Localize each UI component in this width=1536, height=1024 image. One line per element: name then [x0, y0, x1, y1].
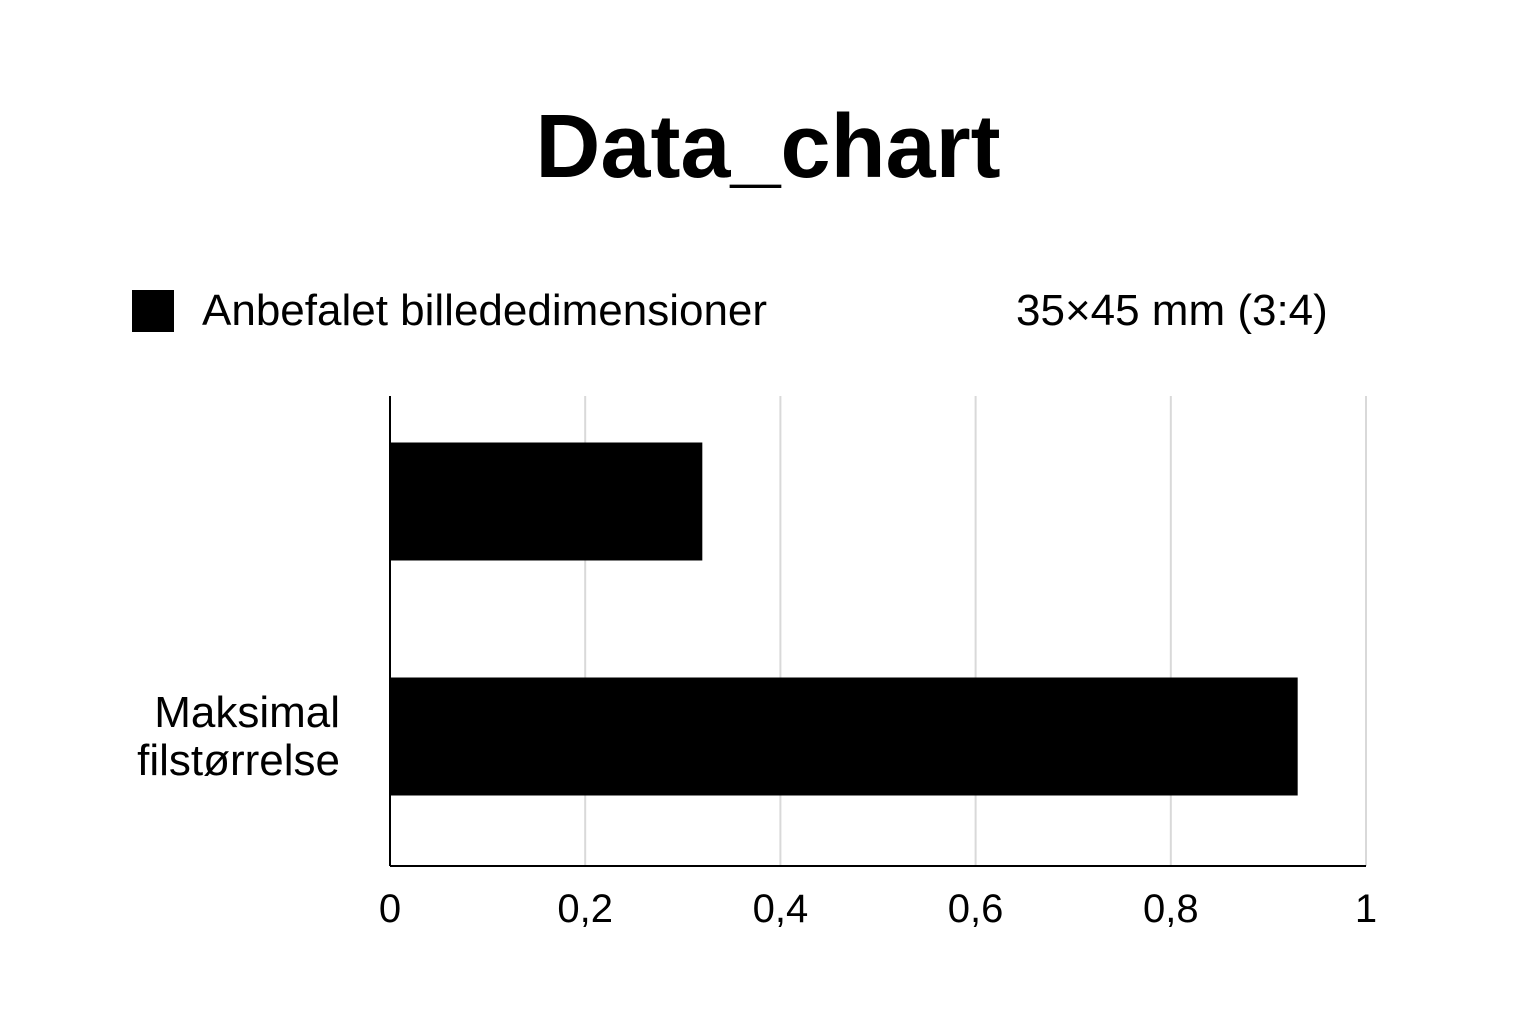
legend-label: Anbefalet billededimensioner — [202, 286, 768, 335]
x-tick-label: 1 — [1355, 887, 1377, 931]
legend: Anbefalet billededimensioner — [132, 286, 767, 336]
x-tick-label: 0,4 — [753, 887, 809, 931]
bar — [390, 442, 703, 561]
x-tick-labels: 0 0,2 0,4 0,6 0,8 1 — [379, 887, 1377, 931]
legend-swatch — [132, 290, 174, 332]
x-tick-label: 0,6 — [948, 887, 1004, 931]
chart-title: Data_chart — [535, 97, 1001, 197]
legend-note: 35×45 mm (3:4) — [1016, 286, 1328, 335]
bars — [390, 442, 1298, 796]
axes — [389, 396, 1366, 867]
x-tick-label: 0,8 — [1143, 887, 1199, 931]
x-tick-label: 0 — [379, 887, 401, 931]
category-label: Maksimal filstørrelse — [137, 687, 340, 785]
x-tick-label: 0,2 — [557, 887, 613, 931]
bar — [390, 677, 1298, 796]
